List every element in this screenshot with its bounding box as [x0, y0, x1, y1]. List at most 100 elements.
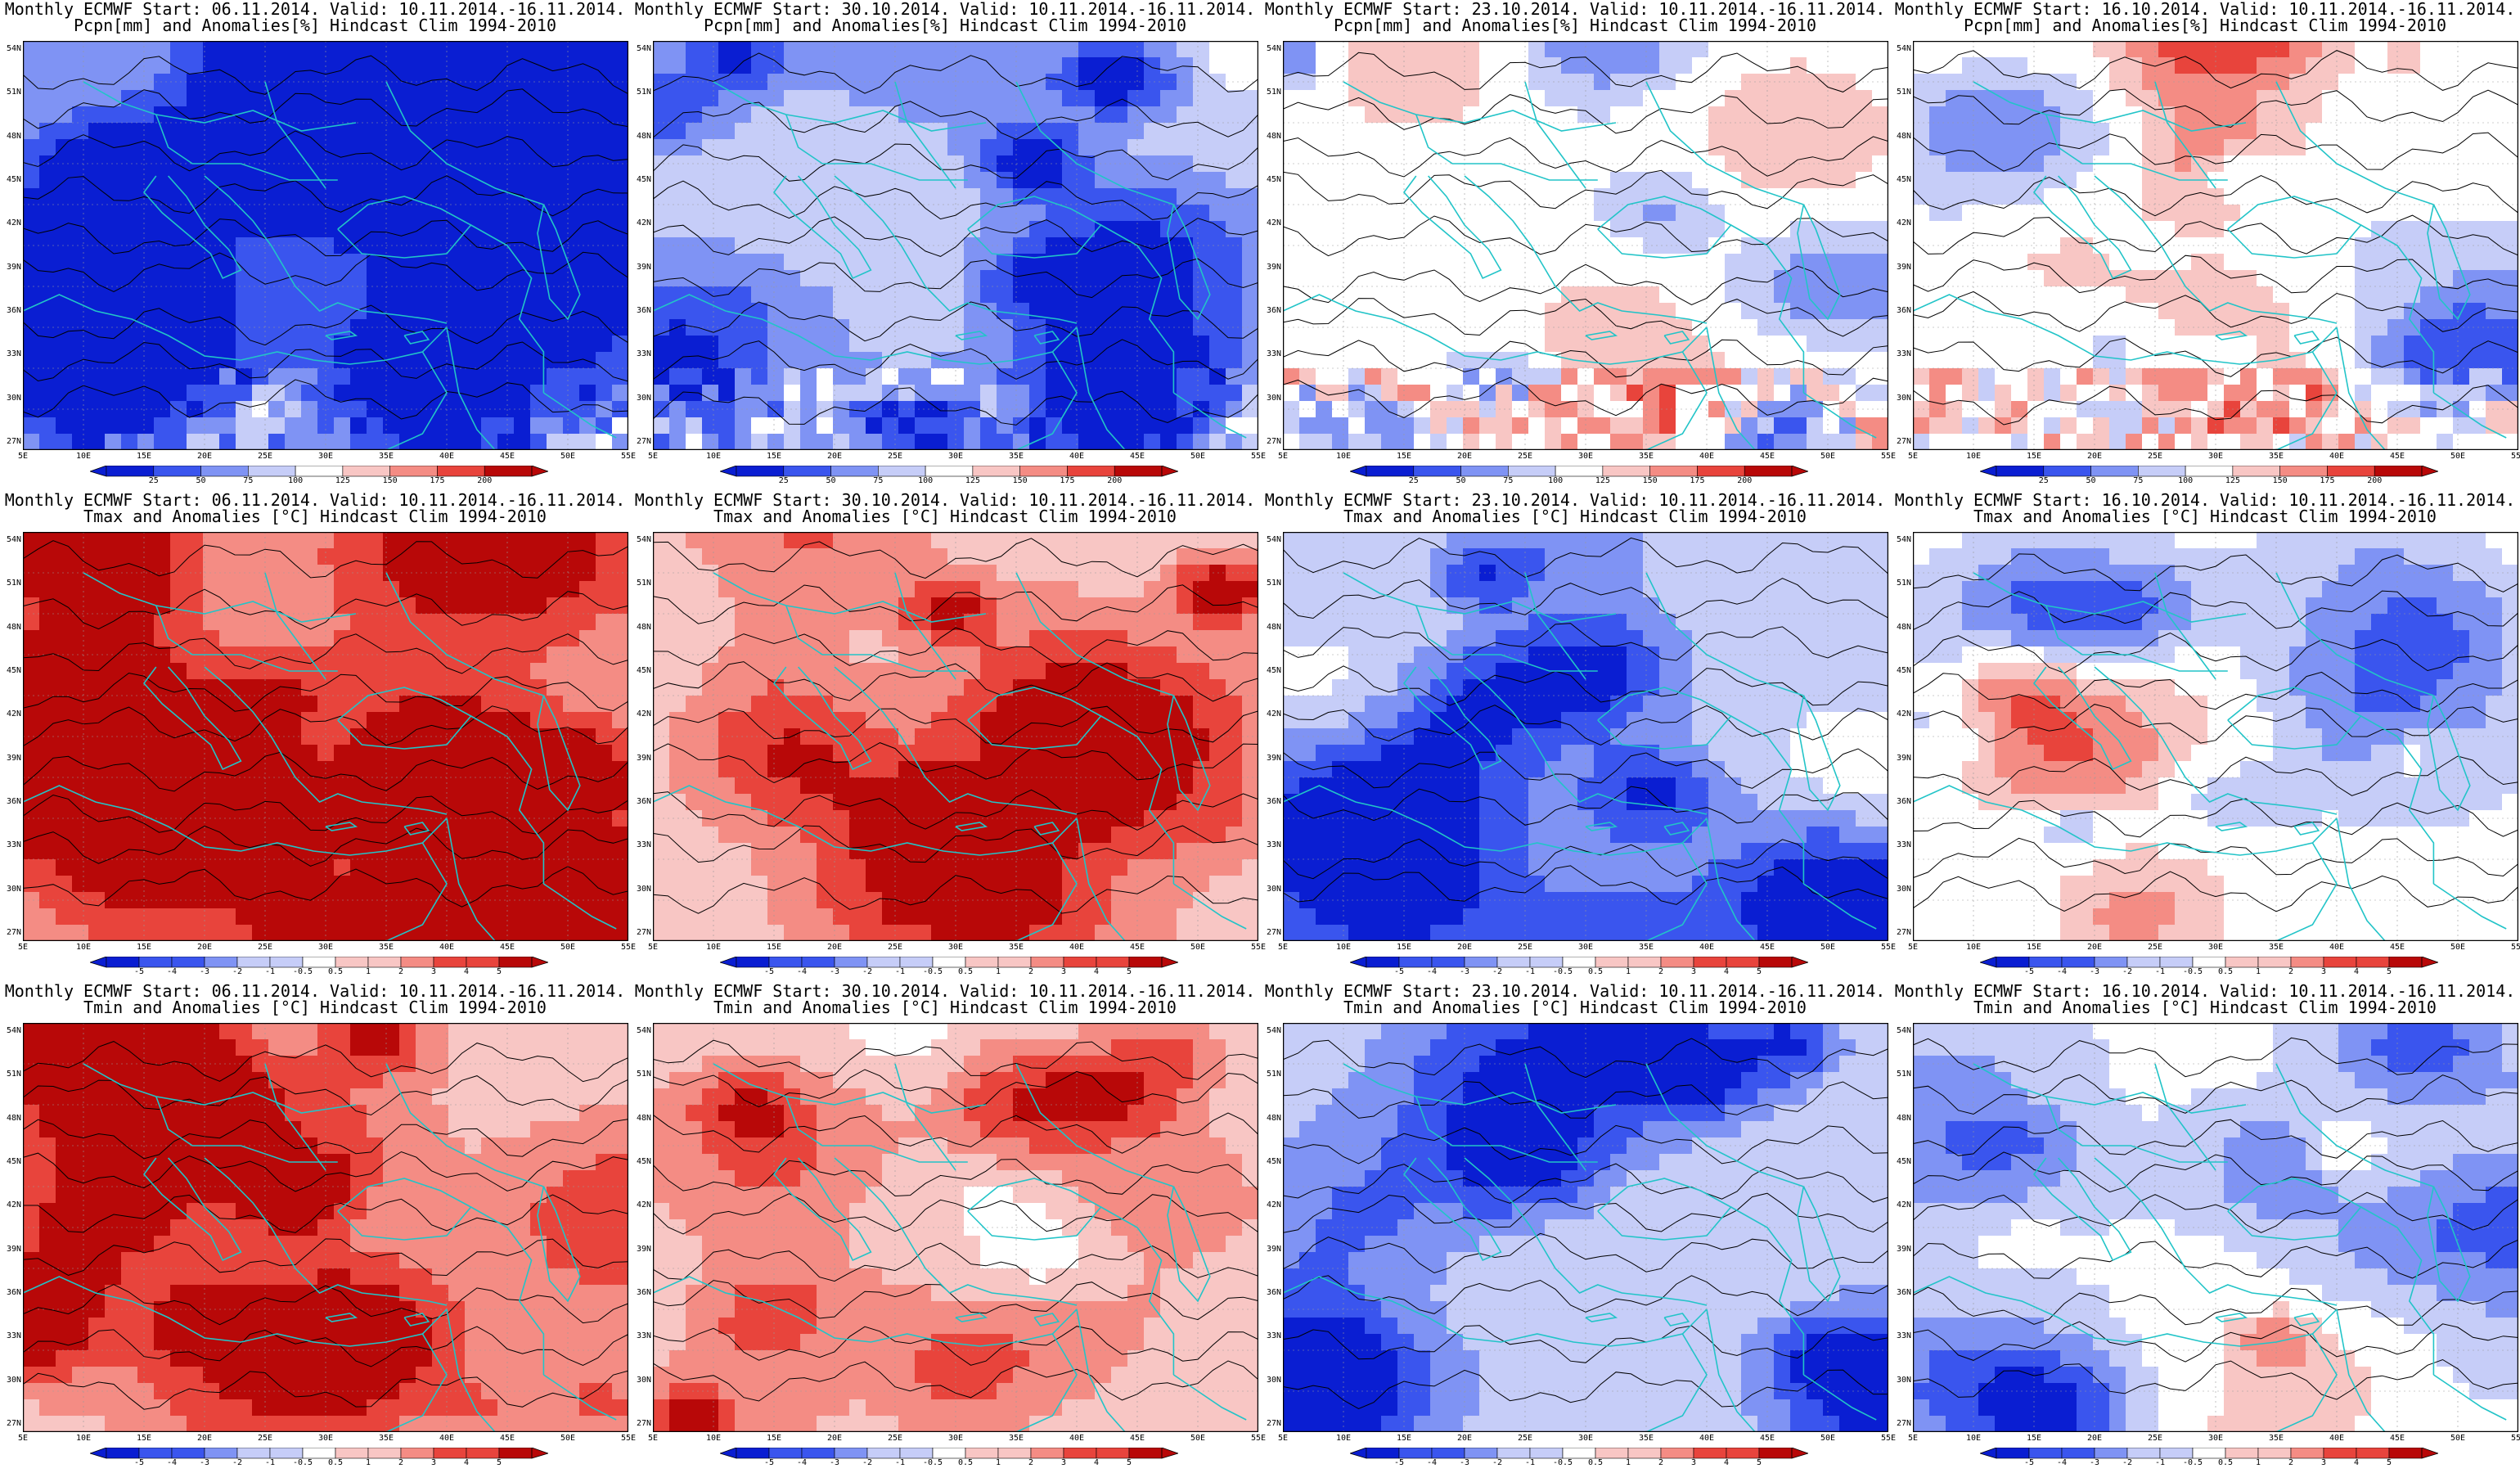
anomaly-cell [268, 319, 286, 336]
anomaly-cell [72, 827, 89, 844]
anomaly-cell [301, 319, 318, 336]
anomaly-cell [2289, 188, 2306, 205]
anomaly-cell [980, 41, 997, 58]
anomaly-cell [72, 532, 89, 549]
anomaly-cell [39, 876, 56, 893]
anomaly-cell [334, 90, 351, 107]
anomaly-cell [1995, 106, 2012, 124]
anomaly-cell [2044, 434, 2061, 450]
anomaly-cell [301, 827, 318, 844]
anomaly-cell [334, 57, 351, 74]
anomaly-cell [1561, 90, 1578, 107]
anomaly-cell [2338, 417, 2356, 435]
anomaly-cell [1430, 123, 1447, 140]
anomaly-cell [2338, 221, 2356, 238]
anomaly-cell [1995, 336, 2012, 353]
anomaly-cell [596, 401, 613, 418]
anomaly-cell [367, 139, 384, 156]
anomaly-cell [653, 172, 670, 189]
anomaly-cell [448, 57, 466, 74]
anomaly-cell [56, 188, 73, 205]
lat-tick-label: 54N [1896, 44, 1911, 53]
anomaly-cell [1177, 336, 1194, 353]
anomaly-cell [653, 205, 670, 222]
anomaly-cell [1029, 417, 1046, 435]
anomaly-cell [399, 565, 416, 582]
lon-tick-label: 5E [1277, 452, 1289, 461]
anomaly-cell [2175, 303, 2192, 320]
anomaly-cell [1447, 286, 1464, 304]
anomaly-cell [2289, 90, 2306, 107]
anomaly-cell [866, 286, 883, 304]
anomaly-cell [833, 303, 850, 320]
anomaly-cell [268, 368, 286, 385]
anomaly-cell [252, 646, 269, 664]
anomaly-cell [2126, 303, 2143, 320]
anomaly-cell [1381, 254, 1398, 271]
anomaly-cell [236, 205, 253, 222]
anomaly-cell [39, 696, 56, 713]
anomaly-cell [784, 188, 801, 205]
anomaly-cell [187, 90, 204, 107]
anomaly-cell [1095, 237, 1112, 255]
anomaly-cell [317, 319, 335, 336]
anomaly-cell [1193, 57, 1210, 74]
anomaly-cell [350, 336, 367, 353]
colorbar-label: 25 [1408, 476, 1419, 485]
anomaly-cell [1929, 368, 1946, 385]
anomaly-cell [72, 581, 89, 598]
anomaly-cell [1029, 221, 1046, 238]
anomaly-cell [317, 630, 335, 647]
anomaly-cell [1741, 90, 1758, 107]
anomaly-cell [23, 123, 40, 140]
anomaly-cell [915, 434, 932, 450]
anomaly-cell [2420, 303, 2437, 320]
anomaly-cell [170, 565, 187, 582]
anomaly-cell [383, 548, 400, 565]
anomaly-cell [268, 810, 286, 827]
anomaly-cell [72, 434, 89, 450]
anomaly-cell [448, 368, 466, 385]
anomaly-cell [2175, 57, 2192, 74]
anomaly-cell [1316, 417, 1333, 435]
anomaly-cell [170, 221, 187, 238]
anomaly-cell [2486, 254, 2503, 271]
anomaly-cell [268, 57, 286, 74]
anomaly-cell [2077, 286, 2094, 304]
lat-tick-label: 45N [6, 175, 21, 184]
anomaly-cell [350, 401, 367, 418]
anomaly-cell [2257, 319, 2274, 336]
anomaly-cell [612, 401, 628, 418]
anomaly-cell [669, 172, 686, 189]
anomaly-cell [1078, 57, 1096, 74]
anomaly-cell [1946, 434, 1963, 450]
anomaly-cell [285, 908, 302, 926]
anomaly-cell [219, 270, 236, 287]
lon-tick-label: 45E [499, 452, 515, 461]
anomaly-cell [2126, 205, 2143, 222]
anomaly-cell [334, 188, 351, 205]
anomaly-cell [2207, 417, 2225, 435]
anomaly-cell [88, 761, 106, 778]
anomaly-cell [718, 270, 736, 287]
colorbar-swatch [295, 465, 344, 477]
anomaly-cell [2338, 188, 2356, 205]
anomaly-cell [2502, 139, 2518, 156]
anomaly-cell [1348, 286, 1366, 304]
anomaly-cell [735, 368, 752, 385]
anomaly-cell [718, 139, 736, 156]
anomaly-cell [612, 892, 628, 909]
colorbar-label: 50 [826, 476, 836, 485]
anomaly-cell [1929, 434, 1946, 450]
anomaly-cell [514, 352, 531, 369]
contour-line [23, 341, 628, 382]
anomaly-cell [947, 270, 965, 287]
anomaly-cell [170, 401, 187, 418]
anomaly-cell [735, 172, 752, 189]
anomaly-cell [23, 565, 40, 582]
anomaly-cell [1872, 237, 1888, 255]
anomaly-cell [653, 336, 670, 353]
anomaly-cell [1209, 352, 1226, 369]
anomaly-cell [1127, 57, 1145, 74]
anomaly-cell [416, 581, 433, 598]
